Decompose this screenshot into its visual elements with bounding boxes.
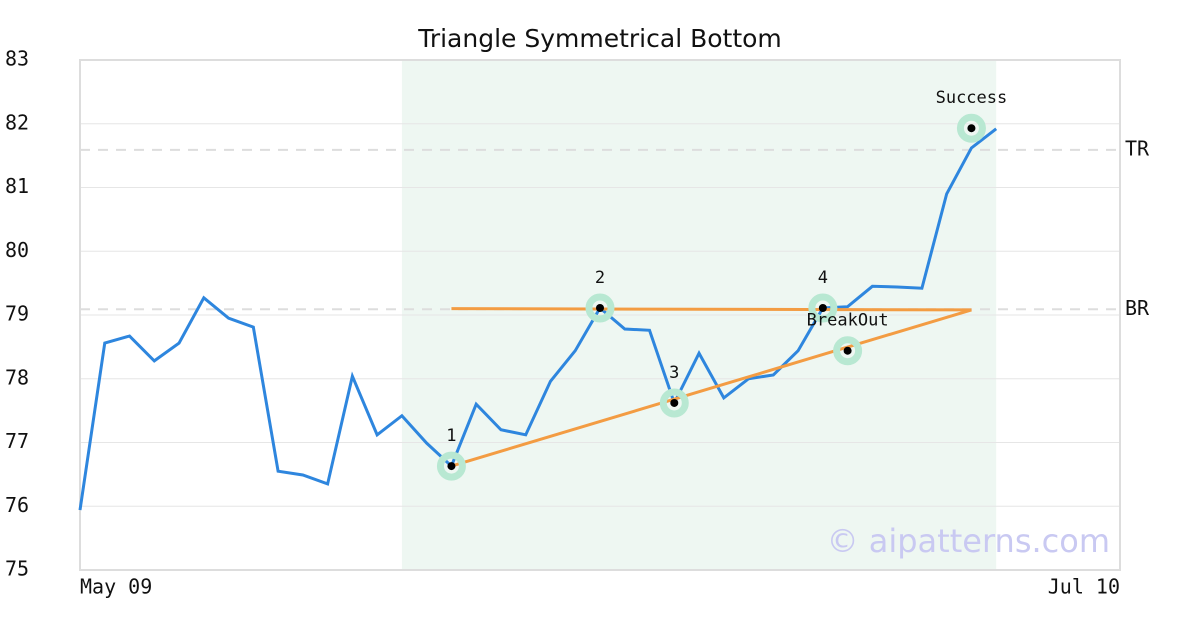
trend-line xyxy=(451,307,972,312)
point-label: BreakOut xyxy=(807,311,889,331)
point-label: 4 xyxy=(818,268,828,288)
x-tick-label: Jul 10 xyxy=(1048,575,1120,599)
price-line xyxy=(78,127,998,511)
point-label: 1 xyxy=(446,426,456,446)
point-halo xyxy=(833,336,863,366)
point-dot xyxy=(596,303,604,312)
level-label: TR xyxy=(1125,136,1150,160)
point-label: Success xyxy=(936,88,1008,108)
y-tick-label: 82 xyxy=(5,110,29,134)
y-tick-label: 79 xyxy=(5,302,29,326)
y-tick-label: 80 xyxy=(5,238,29,262)
point-dot xyxy=(967,124,976,133)
point-halo xyxy=(808,293,838,323)
point-dot xyxy=(818,303,827,312)
y-tick-label: 75 xyxy=(5,557,29,581)
point-halo xyxy=(436,451,466,481)
plot-frame xyxy=(79,59,1121,571)
y-tick-label: 77 xyxy=(5,429,29,453)
y-tick-label: 76 xyxy=(5,493,29,517)
point-label: 3 xyxy=(669,363,679,383)
point-dot xyxy=(843,346,852,355)
chart-title: Triangle Symmetrical Bottom xyxy=(417,24,782,53)
point-halo xyxy=(659,388,689,418)
point-dot xyxy=(670,398,679,407)
y-tick-label: 78 xyxy=(5,365,29,389)
point-halo xyxy=(585,293,615,323)
watermark: © aipatterns.com xyxy=(827,522,1110,560)
y-tick-label: 81 xyxy=(5,174,29,198)
point-label: 2 xyxy=(595,268,605,288)
y-tick-label: 83 xyxy=(5,47,29,71)
point-halo xyxy=(956,113,986,143)
point-dot xyxy=(447,462,456,471)
trend-line xyxy=(450,308,972,468)
x-tick-label: May 09 xyxy=(80,575,152,599)
level-label: BR xyxy=(1125,296,1150,320)
